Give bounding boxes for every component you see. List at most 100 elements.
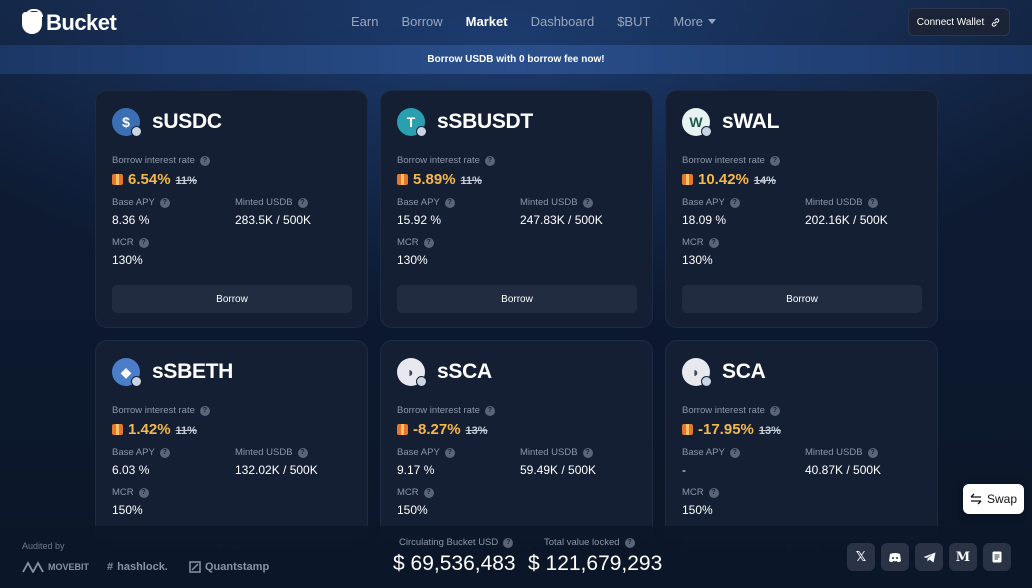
nav-more[interactable]: More [673,14,717,29]
circulating-label: Circulating Bucket USD ? [399,537,514,548]
help-icon[interactable]: ? [297,447,308,458]
help-icon[interactable]: ? [867,197,878,208]
base-apy-value: - [682,463,686,477]
docs-icon[interactable] [983,543,1011,571]
connect-wallet-button[interactable]: Connect Wallet [908,8,1010,36]
borrow-button[interactable]: Borrow [682,285,922,313]
gift-icon [682,424,693,435]
bucket-logo[interactable]: Bucket [22,9,117,36]
borrow-button[interactable]: Borrow [112,285,352,313]
gift-icon [112,424,123,435]
help-icon[interactable]: ? [297,197,308,208]
borrow-rate-value: -17.95% [698,421,754,438]
badge-icon [416,376,427,387]
help-icon[interactable]: ? [582,447,593,458]
top-header: Bucket Earn Borrow Market Dashboard $BUT… [0,0,1032,44]
help-icon[interactable]: ? [138,237,149,248]
help-icon[interactable]: ? [708,237,719,248]
help-icon[interactable]: ? [624,537,635,548]
help-icon[interactable]: ? [484,155,495,166]
discord-icon[interactable] [881,543,909,571]
gift-icon [397,174,408,185]
ssca-icon: ◗ [397,358,427,387]
nav-earn[interactable]: Earn [351,14,379,29]
minted-label: Minted USDB ? [805,447,878,458]
help-icon[interactable]: ? [503,537,514,548]
x-icon[interactable]: 𝕏 [847,543,875,571]
help-icon[interactable]: ? [199,155,210,166]
help-icon[interactable]: ? [769,155,780,166]
movebit-logo[interactable]: MOVEBIT [22,561,89,573]
help-icon[interactable]: ? [159,447,170,458]
help-icon[interactable]: ? [423,237,434,248]
help-icon[interactable]: ? [769,405,780,416]
help-icon[interactable]: ? [867,447,878,458]
telegram-icon[interactable] [915,543,943,571]
nav-borrow[interactable]: Borrow [401,14,443,29]
help-icon[interactable]: ? [199,405,210,416]
borrow-rate-value: 6.54% [128,171,171,188]
vault-card: T sSBUSDT Borrow interest rate ? 5.89% 1… [380,90,653,328]
base-apy-label-text: Base APY [112,197,155,208]
token-name: sSCA [437,360,492,383]
minted-label: Minted USDB ? [235,447,308,458]
gift-icon [112,174,123,185]
borrow-rate-label-text: Borrow interest rate [397,155,480,166]
borrow-rate-label: Borrow interest rate ? [682,405,780,416]
help-icon[interactable]: ? [444,447,455,458]
nav-market[interactable]: Market [465,14,508,29]
mcr-value: 130% [682,253,713,267]
swap-button[interactable]: Swap [963,484,1024,514]
help-icon[interactable]: ? [484,405,495,416]
promo-banner-text: Borrow USDB with 0 borrow fee now! [427,54,605,65]
medium-icon[interactable]: M [949,543,977,571]
promo-banner[interactable]: Borrow USDB with 0 borrow fee now! [0,45,1032,74]
nav-but[interactable]: $BUT [617,14,651,29]
card-header: W sWAL [682,108,779,137]
minted-label: Minted USDB ? [235,197,308,208]
borrow-rate-value: -8.27% [413,421,461,438]
link-icon [992,17,1000,27]
mcr-label-text: MCR [112,237,134,248]
minted-value: 132.02K / 500K [235,463,318,477]
help-icon[interactable]: ? [582,197,593,208]
borrow-rate: 6.54% 11% [112,171,197,188]
borrow-rate-label: Borrow interest rate ? [397,405,495,416]
mcr-label-text: MCR [112,487,134,498]
borrow-rate: -17.95% 13% [682,421,781,438]
base-apy-label-text: Base APY [397,447,440,458]
borrow-rate: 5.89% 11% [397,171,482,188]
mcr-label: MCR ? [682,237,719,248]
base-apy-label-text: Base APY [682,197,725,208]
help-icon[interactable]: ? [708,487,719,498]
base-apy-label: Base APY ? [112,197,170,208]
minted-value: 59.49K / 500K [520,463,597,477]
mcr-label: MCR ? [682,487,719,498]
help-icon[interactable]: ? [729,197,740,208]
borrow-button[interactable]: Borrow [397,285,637,313]
mcr-value: 130% [112,253,143,267]
hashlock-text: hashlock. [117,561,168,573]
minted-label-text: Minted USDB [520,197,578,208]
card-header: ◆ sSBETH [112,358,233,387]
borrow-rate-label-text: Borrow interest rate [682,405,765,416]
borrow-rate-label: Borrow interest rate ? [682,155,780,166]
minted-label-text: Minted USDB [235,447,293,458]
help-icon[interactable]: ? [159,197,170,208]
borrow-rate-value: 10.42% [698,171,749,188]
circulating-label-text: Circulating Bucket USD [399,537,499,548]
help-icon[interactable]: ? [729,447,740,458]
nav-dashboard[interactable]: Dashboard [530,14,595,29]
hashlock-logo[interactable]: # hashlock. [107,561,168,573]
minted-label-text: Minted USDB [805,197,863,208]
quantstamp-logo[interactable]: Quantstamp [189,561,269,573]
connect-wallet-label: Connect Wallet [916,16,985,28]
badge-icon [701,126,712,137]
borrow-rate-label-text: Borrow interest rate [682,155,765,166]
audited-by-label: Audited by [22,541,65,551]
help-icon[interactable]: ? [444,197,455,208]
minted-value: 202.16K / 500K [805,213,888,227]
help-icon[interactable]: ? [138,487,149,498]
help-icon[interactable]: ? [423,487,434,498]
